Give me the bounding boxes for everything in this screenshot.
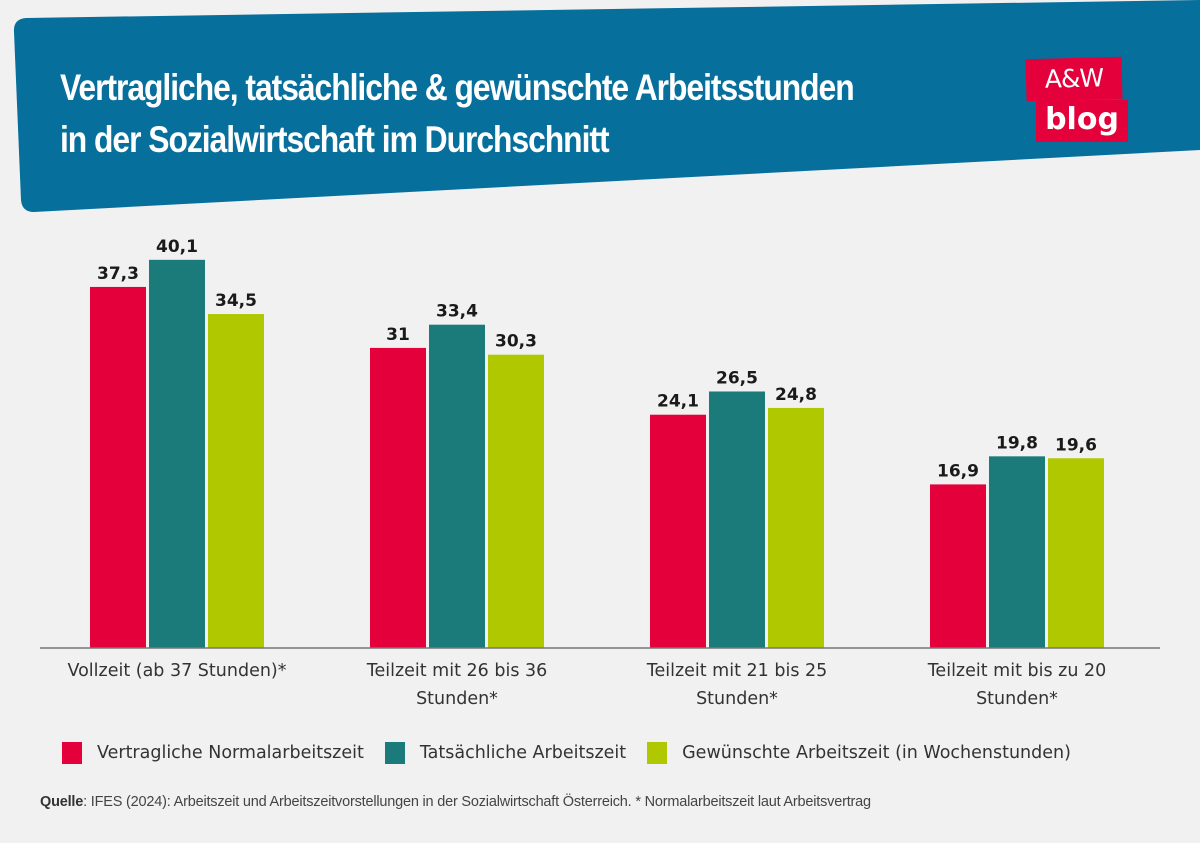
category-labels-group: Vollzeit (ab 37 Stunden)* Teilzeit mit 26… <box>67 661 1106 709</box>
banner-shape <box>13 0 1200 212</box>
category-label: Stunden* <box>416 689 498 709</box>
category-label: Vollzeit (ab 37 Stunden)* <box>67 661 286 681</box>
bars-group <box>90 259 1104 648</box>
bar-series1-cat3 <box>989 456 1045 648</box>
bar-value-label: 37,3 <box>97 264 139 284</box>
bar-series1-cat2 <box>709 391 765 648</box>
legend-item-vertragliche: Vertragliche Normalarbeitszeit <box>62 742 364 764</box>
legend-swatch-gewuenschte <box>647 742 668 764</box>
bar-labels-group: 37,3 31 24,1 16,9 40,1 33,4 26,5 19,8 34,5 30,3 24… <box>97 237 1097 482</box>
category-label: Teilzeit mit bis zu 20 <box>927 661 1107 681</box>
source-note: Quelle: IFES (2024): Arbeitszeit und Arb… <box>40 794 871 810</box>
bar-value-label: 34,5 <box>215 291 257 311</box>
bar-series0-cat2 <box>650 414 706 648</box>
legend-label: Tatsächliche Arbeitszeit <box>419 743 627 763</box>
category-label: Stunden* <box>696 689 778 709</box>
source-text: : IFES (2024): Arbeitszeit und Arbeitsze… <box>83 794 871 810</box>
aw-blog-logo[interactable]: A&W blog <box>1024 56 1132 146</box>
source-label: Quelle <box>40 794 84 810</box>
bar-value-label: 40,1 <box>156 237 198 257</box>
title-line-2: in der Sozialwirtschaft im Durchschnitt <box>60 119 610 160</box>
legend-swatch-tatsaechliche <box>384 742 405 764</box>
bar-value-label: 16,9 <box>937 461 979 481</box>
bar-series2-cat0 <box>208 314 264 648</box>
bar-series1-cat1 <box>429 324 485 648</box>
bar-series2-cat2 <box>768 407 824 648</box>
bar-value-label: 26,5 <box>716 368 758 388</box>
bar-value-label: 33,4 <box>436 302 478 322</box>
bar-series2-cat1 <box>488 354 544 648</box>
bar-value-label: 30,3 <box>495 332 537 352</box>
title-line-1: Vertragliche, tatsächliche & gewünschte … <box>60 67 855 108</box>
category-label: Teilzeit mit 26 bis 36 <box>366 661 548 681</box>
logo-text-blog: blog <box>1036 100 1128 142</box>
bar-series0-cat0 <box>90 286 146 648</box>
chart-title: Vertragliche, tatsächliche & gewünschte … <box>60 62 855 166</box>
legend-label: Vertragliche Normalarbeitszeit <box>97 743 364 763</box>
legend: Vertragliche Normalarbeitszeit Tatsächli… <box>62 738 1092 768</box>
bar-series0-cat1 <box>370 347 426 648</box>
legend-item-tatsaechliche: Tatsächliche Arbeitszeit <box>384 742 627 764</box>
bar-value-label: 24,1 <box>657 392 699 412</box>
category-label: Stunden* <box>976 689 1058 709</box>
bar-value-label: 24,8 <box>775 385 817 405</box>
bar-series0-cat3 <box>930 484 986 648</box>
category-label: Teilzeit mit 21 bis 25 <box>646 661 828 681</box>
bar-series2-cat3 <box>1048 458 1104 648</box>
header-banner <box>13 0 1200 212</box>
bar-value-label: 31 <box>386 325 410 345</box>
bar-series1-cat0 <box>149 259 205 648</box>
legend-swatch-vertragliche <box>62 742 82 764</box>
legend-label: Gewünschte Arbeitszeit (in Wochenstunden… <box>682 743 1071 763</box>
legend-item-gewuenschte: Gewünschte Arbeitszeit (in Wochenstunden… <box>647 742 1071 764</box>
bar-value-label: 19,8 <box>996 433 1038 453</box>
bar-value-label: 19,6 <box>1055 435 1097 455</box>
